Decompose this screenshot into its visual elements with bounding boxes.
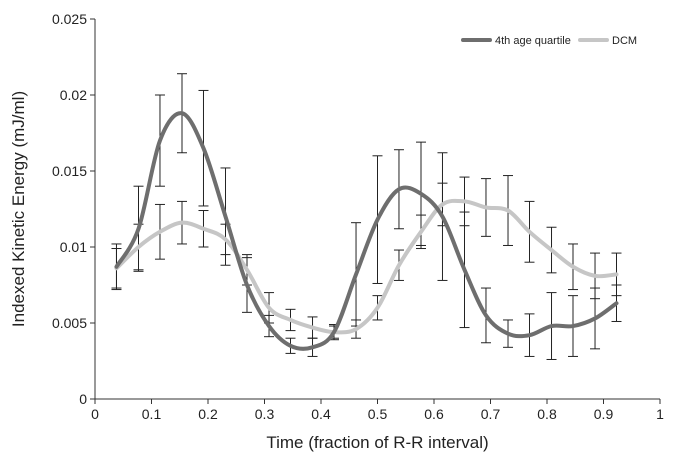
x-ticks: 0 0.1 0.2 0.3 0.4 0.5 0.6 0.7 0.8 0.9 1 [91,399,664,422]
y-tick-label: 0 [79,391,87,407]
y-tick-label: 0.025 [52,11,87,27]
series-line-4th-age-quartile [114,111,619,351]
y-tick-label: 0.015 [52,163,87,179]
series-lines-layer [114,111,619,351]
x-tick-label: 0.7 [481,406,501,422]
series-line-dcm [114,198,619,335]
x-tick-label: 0 [91,406,99,422]
x-tick-label: 0.9 [594,406,614,422]
x-tick-label: 0.3 [255,406,275,422]
x-tick-label: 1 [656,406,664,422]
y-tick-label: 0.005 [52,315,87,331]
x-tick-label: 0.5 [368,406,388,422]
legend: 4th age quartile DCM [461,35,637,47]
x-tick-label: 0.8 [537,406,557,422]
legend-label-dcm: DCM [612,35,637,47]
legend-label-4th-age-quartile: 4th age quartile [495,35,571,47]
x-tick-label: 0.2 [198,406,218,422]
y-tick-label: 0.01 [60,239,87,255]
x-tick-label: 0.1 [142,406,162,422]
y-axis-title: Indexed Kinetic Energy (mJ/ml) [9,91,28,327]
y-ticks: 0 0.005 0.01 0.015 0.02 0.025 [52,11,95,407]
y-tick-label: 0.02 [60,87,87,103]
x-tick-label: 0.6 [424,406,444,422]
x-axis-title: Time (fraction of R-R interval) [266,433,488,452]
x-tick-label: 0.4 [311,406,331,422]
